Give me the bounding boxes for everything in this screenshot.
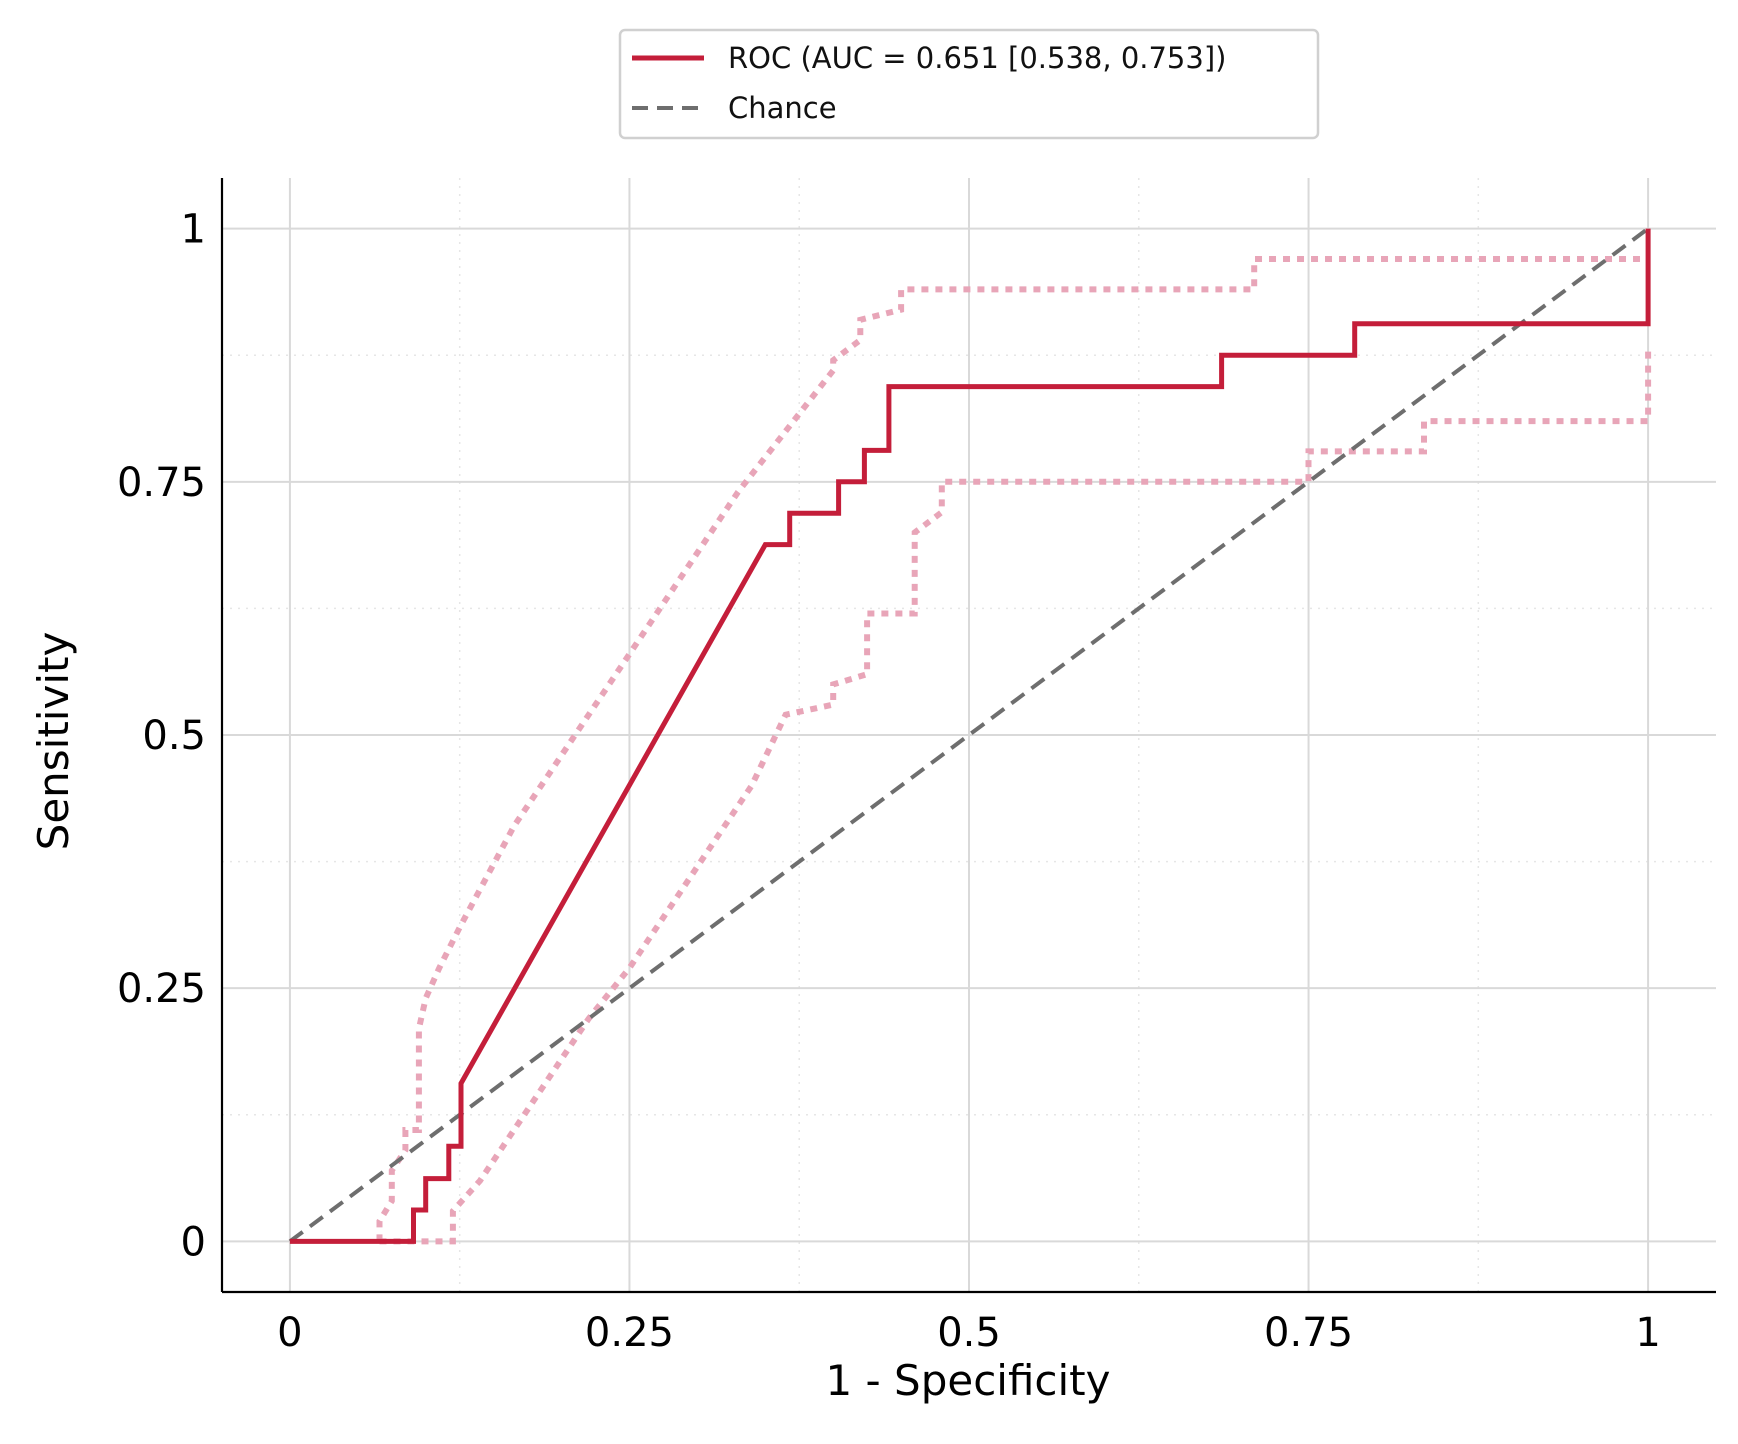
legend-label: Chance [728,91,837,125]
roc-curve [289,228,1651,1244]
x-tick-label: 0.25 [585,1310,674,1356]
confidence-bound-line [379,350,1652,1245]
tick-labels: 0 0.25 0.5 0.75 1 0 0.25 0.5 0.75 1 [117,207,1661,1356]
y-tick-label: 0 [181,1219,206,1265]
legend-label: ROC (AUC = 0.651 [0.538, 0.753]) [728,41,1226,75]
legend-box [618,28,1320,140]
y-tick-label: 1 [181,207,206,253]
legend: ROC (AUC = 0.651 [0.538, 0.753]) Chance [618,28,1320,140]
grid [222,178,1716,1292]
x-axis-title: 1 - Specificity [825,1356,1110,1405]
y-tick-label: 0.5 [142,713,206,759]
y-tick-label: 0.25 [117,966,206,1012]
chance-line [288,226,1650,1244]
y-tick-label: 0.75 [117,460,206,506]
axes [220,178,1716,1294]
x-tick-label: 0 [277,1310,302,1356]
x-tick-label: 1 [1635,1310,1660,1356]
confidence-bound-line [376,256,1649,1242]
x-tick-label: 0.5 [937,1310,1001,1356]
y-axis-title: Sensitivity [29,632,78,851]
series-layer [288,226,1652,1245]
x-tick-label: 0.75 [1264,1310,1353,1356]
